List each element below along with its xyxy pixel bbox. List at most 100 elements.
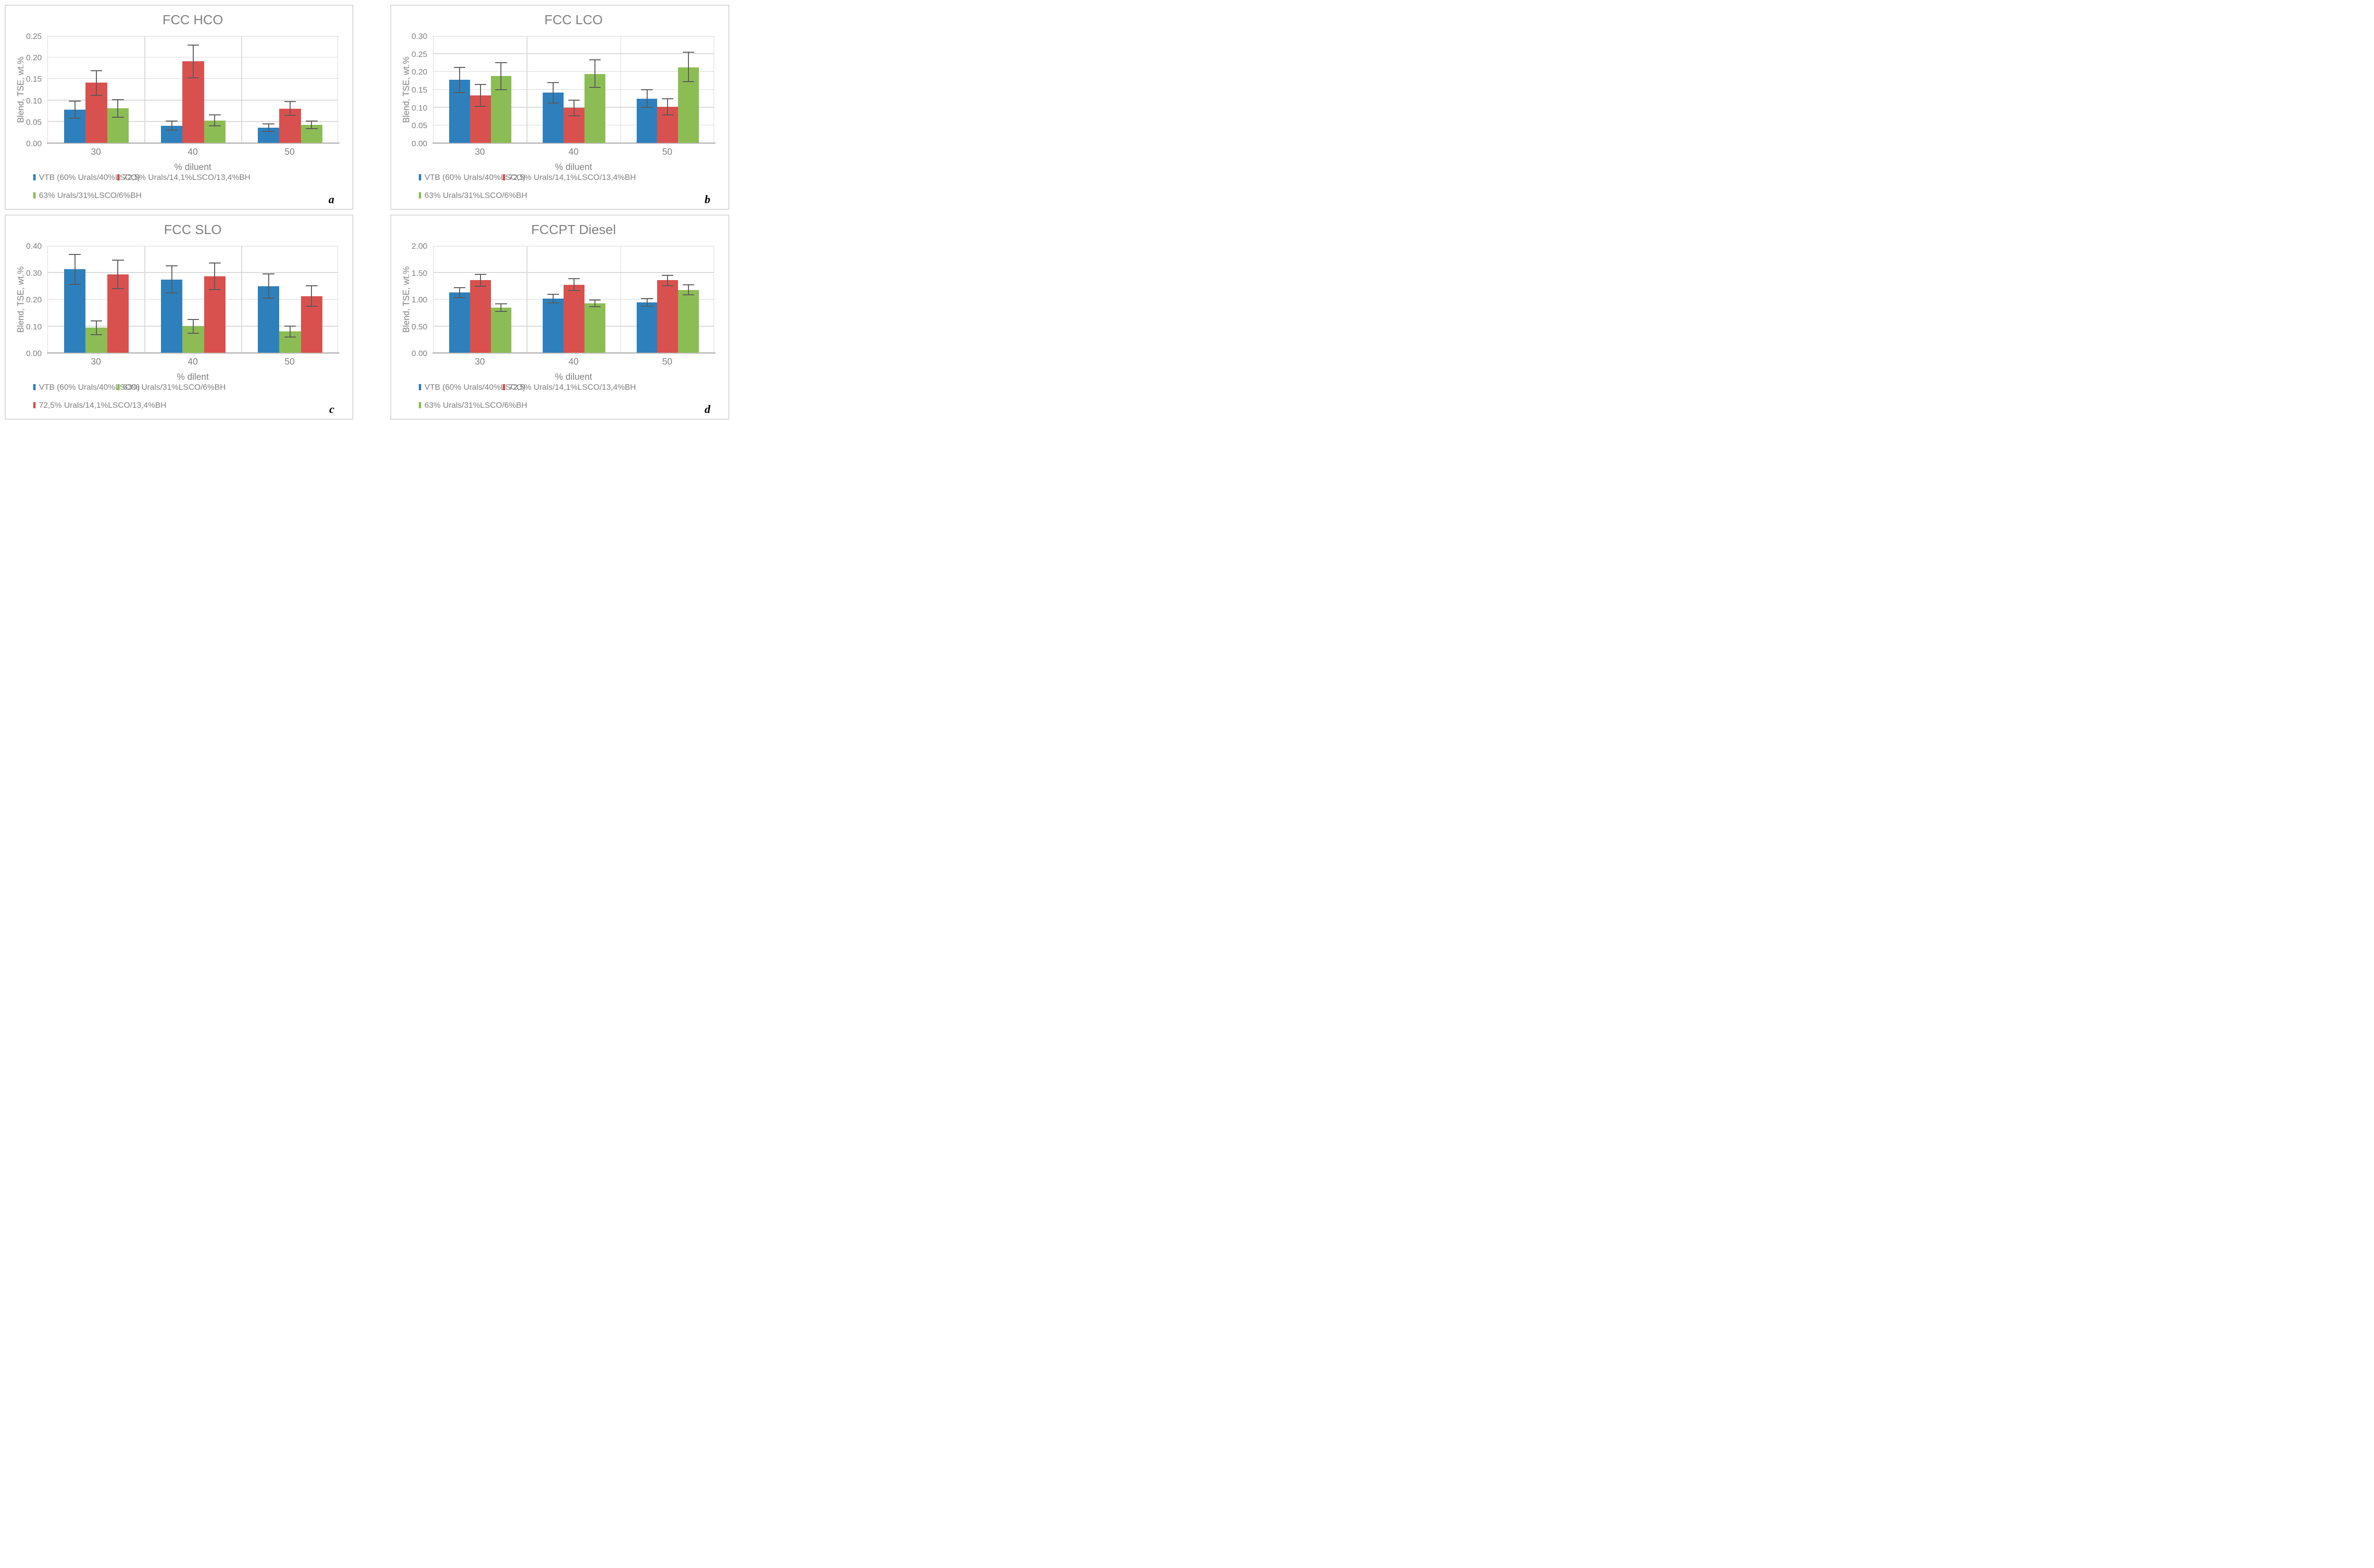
error-bar-line: [574, 279, 575, 291]
error-bar-cap-top: [495, 62, 507, 64]
error-bar-line: [646, 298, 648, 306]
x-tick-label: 40: [188, 357, 198, 367]
legend-item-red: 72,5% Urals/14,1%LSCO/13,4%BH: [117, 173, 250, 182]
gridline: [433, 53, 714, 54]
gridline: [433, 272, 714, 273]
legend-label: 72,5% Urals/14,1%LSCO/13,4%BH: [509, 173, 636, 182]
plot-area: [47, 36, 339, 144]
legend-swatch-green: [419, 192, 421, 198]
chart-title: FCC HCO: [162, 12, 223, 27]
error-bar-cap-bottom: [263, 297, 275, 299]
error-bar-line: [268, 124, 269, 131]
legend-label: VTB (60% Urals/40%LSCO): [39, 173, 140, 182]
legend-swatch-red: [503, 384, 505, 390]
error-bar-cap-top: [305, 120, 318, 122]
error-bar-cap-bottom: [589, 306, 601, 307]
error-bar-cap-bottom: [453, 297, 465, 298]
error-bar-cap-top: [683, 51, 695, 53]
error-bar-line: [500, 304, 502, 311]
y-tick-label: 1.50: [411, 268, 427, 278]
error-bar-cap-top: [662, 275, 674, 276]
error-bar-line: [688, 52, 689, 82]
category-separator-line: [620, 246, 622, 353]
error-bar-line: [290, 102, 291, 116]
error-bar-cap-top: [589, 59, 601, 61]
legend-item-red: 72,5% Urals/14,1%LSCO/13,4%BH: [503, 173, 636, 182]
legend-label: VTB (60% Urals/40%LSCO): [424, 173, 526, 182]
error-bar-cap-bottom: [305, 305, 318, 307]
legend-label: 63% Urals/31%LSCO/6%BH: [424, 191, 528, 200]
legend-label: 72,5% Urals/14,1%LSCO/13,4%BH: [39, 401, 167, 410]
legend-item-green: 63% Urals/31%LSCO/6%BH: [117, 383, 226, 392]
error-bar-line: [193, 319, 194, 333]
error-bar-cap-top: [683, 284, 695, 285]
error-bar-line: [193, 45, 194, 78]
plot-area: [47, 246, 339, 354]
legend-swatch-red: [117, 174, 120, 180]
category-separator-line: [527, 246, 528, 353]
error-bar-cap-bottom: [166, 129, 178, 131]
y-tick-label: 0.25: [26, 32, 42, 41]
error-bar-line: [574, 100, 575, 116]
error-bar-cap-bottom: [662, 114, 674, 115]
gridline: [48, 299, 338, 300]
legend-label: 72,5% Urals/14,1%LSCO/13,4%BH: [509, 383, 636, 392]
x-tick-label: 30: [91, 357, 101, 367]
error-bar-cap-bottom: [187, 332, 199, 334]
x-tick-label: 40: [568, 357, 579, 367]
legend-item-green: 63% Urals/31%LSCO/6%BH: [419, 401, 527, 410]
x-axis-title: % dilent: [177, 372, 209, 382]
error-bar-line: [667, 275, 669, 286]
bar-green-cat40: [584, 303, 605, 353]
error-bar-cap-top: [474, 84, 486, 85]
error-bar-cap-top: [90, 70, 103, 72]
panel-letter: d: [705, 404, 710, 416]
x-axis-line: [433, 142, 716, 144]
y-tick-label: 0.10: [411, 103, 427, 113]
error-bar-cap-bottom: [474, 285, 486, 287]
legend-item-blue: VTB (60% Urals/40%LSCO): [419, 173, 526, 182]
y-tick-label: 0.00: [26, 139, 42, 148]
legend-label: 63% Urals/31%LSCO/6%BH: [123, 383, 226, 392]
plot-area: [433, 246, 716, 354]
error-bar-cap-bottom: [187, 77, 199, 78]
error-bar-cap-top: [263, 273, 275, 275]
error-bar-line: [480, 85, 481, 107]
bar-red-cat40: [564, 284, 584, 353]
legend-swatch-green: [33, 192, 36, 198]
four-panel-bar-chart-figure: FCC HCO Blend, TSE, wt.% 0.00 0.05 0.10 0.15 0…: [0, 0, 734, 424]
category-separator-line: [144, 246, 145, 353]
y-tick-label: 0.40: [26, 242, 42, 251]
error-bar-line: [688, 284, 689, 295]
y-tick-label: 0.50: [411, 322, 427, 331]
error-bar-line: [311, 286, 312, 306]
error-bar-cap-bottom: [69, 118, 81, 119]
bar-green-cat30: [490, 308, 512, 353]
error-bar-cap-top: [547, 82, 559, 83]
x-tick-label: 50: [284, 357, 295, 367]
y-tick-label: 0.00: [411, 349, 427, 358]
legend-swatch-blue: [33, 384, 36, 390]
bar-red-cat30: [470, 280, 491, 353]
category-separator-line: [620, 37, 622, 143]
x-tick-label: 30: [475, 147, 485, 157]
error-bar-line: [214, 263, 216, 290]
panel-b: FCC LCO Blend, TSE, wt.% 0.00 0.05 0.10 0.15 0…: [390, 5, 729, 210]
chart-title: FCCPT Diesel: [531, 222, 616, 237]
error-bar-cap-bottom: [90, 94, 103, 96]
error-bar-cap-top: [641, 298, 653, 299]
x-tick-label: 40: [568, 147, 579, 157]
x-axis-title: % diluent: [555, 162, 593, 172]
y-tick-label: 0.05: [411, 121, 427, 131]
legend-swatch-blue: [419, 384, 421, 390]
y-tick-label: 1.00: [411, 295, 427, 304]
x-tick-label: 30: [475, 357, 485, 367]
x-axis-line: [47, 142, 339, 144]
error-bar-cap-top: [187, 44, 199, 46]
x-tick-label: 30: [91, 147, 101, 157]
error-bar-line: [480, 274, 481, 286]
legend-label: VTB (60% Urals/40%LSCO): [39, 383, 140, 392]
x-axis-title: % diluent: [174, 162, 212, 172]
legend-label: VTB (60% Urals/40%LSCO): [424, 383, 526, 392]
gridline: [433, 71, 714, 72]
